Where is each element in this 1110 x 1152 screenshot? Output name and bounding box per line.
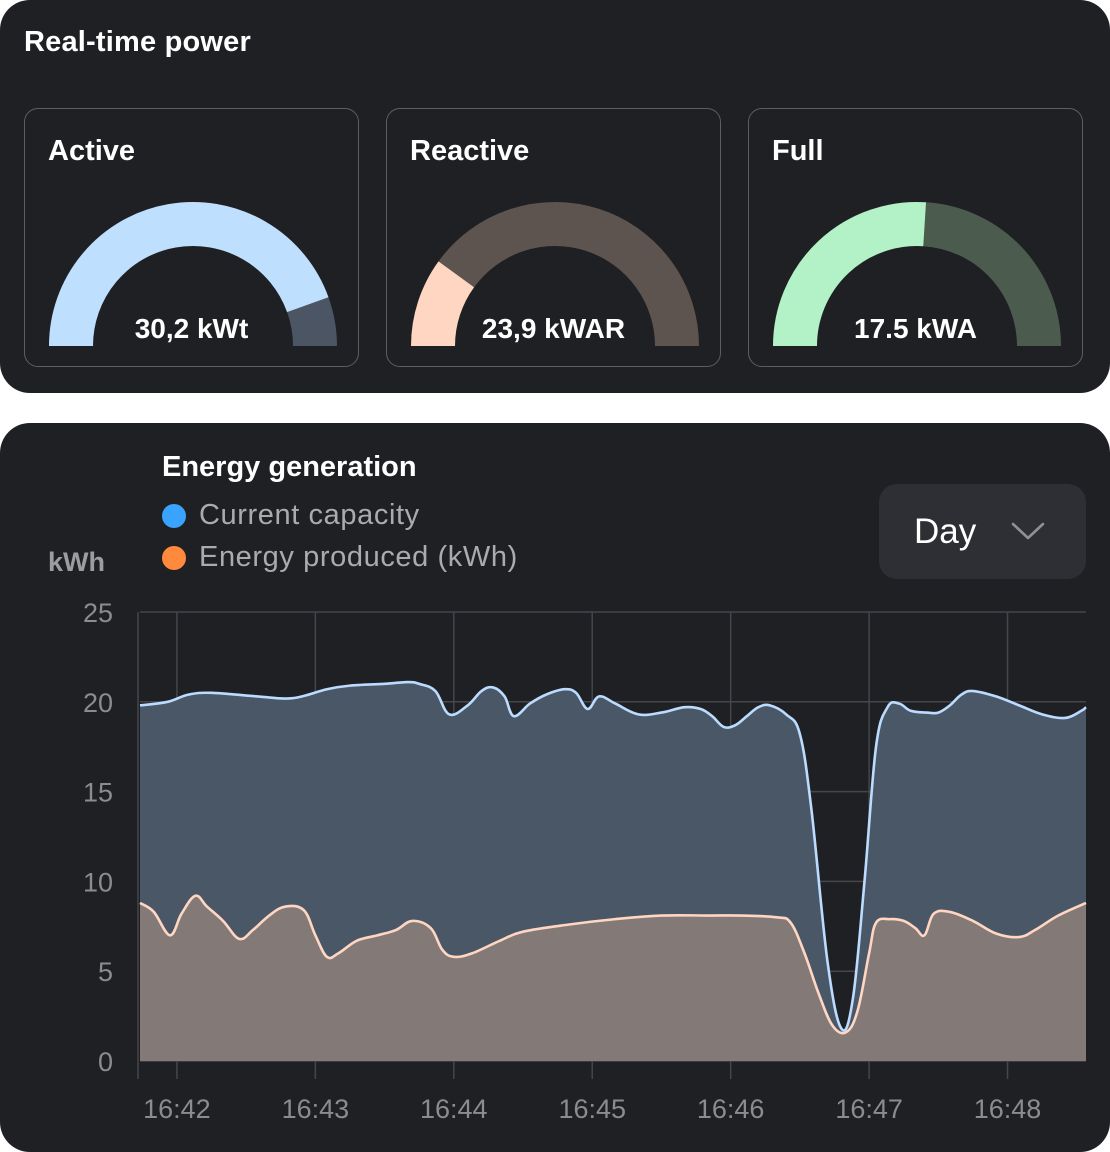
gauge-active <box>49 202 337 347</box>
gauge-value: 17.5 kWA <box>854 313 977 344</box>
gauge-title: Active <box>48 135 136 167</box>
gauge-card-reactive: Reactive 23,9 kWAR <box>386 108 721 367</box>
tick-labels: 0 5 10 15 20 25 16:42 16:43 16:44 16:45 16:46 16:47… <box>83 598 1041 1124</box>
series-energy-produced <box>139 894 1087 1061</box>
y-tick-label: 0 <box>98 1047 113 1077</box>
gauge-fill <box>411 261 475 347</box>
gauge-track <box>438 202 699 347</box>
x-tick-label: 16:48 <box>974 1094 1042 1124</box>
x-tick-label: 16:44 <box>420 1094 488 1124</box>
gauge-track <box>286 297 337 347</box>
gauge-track <box>922 202 1061 347</box>
gauge-value: 30,2 kWt <box>134 313 249 344</box>
period-select[interactable]: Day <box>879 484 1086 579</box>
energy-generation-panel: 0 5 10 15 20 25 16:42 16:43 16:44 16:45 16:46 16:47… <box>0 423 1110 1152</box>
y-tick-label: 25 <box>83 598 113 628</box>
y-tick-label: 15 <box>83 778 113 808</box>
chart-title: Energy generation <box>162 451 417 483</box>
gauge-title: Reactive <box>410 135 530 167</box>
gauge-card-active: Active 30,2 kWt <box>24 108 359 367</box>
x-tick-label: 16:47 <box>835 1094 903 1124</box>
x-tick-label: 16:42 <box>143 1094 211 1124</box>
x-tick-label: 16:43 <box>282 1094 350 1124</box>
panel-title: Real-time power <box>24 26 251 58</box>
gauge-reactive <box>411 202 699 347</box>
legend-item-current-capacity: Current capacity <box>162 499 420 532</box>
legend-label: Current capacity <box>199 499 420 531</box>
legend-item-energy-produced: Energy produced (kWh) <box>162 541 518 574</box>
energy-chart: 0 5 10 15 20 25 16:42 16:43 16:44 16:45 16:46 16:47… <box>83 598 1087 1124</box>
series-line <box>139 894 1087 1035</box>
period-select-value: Day <box>914 511 977 551</box>
x-tick-label: 16:45 <box>558 1094 626 1124</box>
y-axis-unit: kWh <box>48 547 105 577</box>
gauge-value: 23,9 kWAR <box>481 313 626 344</box>
series-line <box>139 680 1087 1032</box>
gauge-card-full: Full 17.5 kWA <box>748 108 1083 367</box>
real-time-power-panel: Real-time power Active 30,2 kWt Reactive… <box>0 0 1110 393</box>
x-tick-label: 16:46 <box>697 1094 765 1124</box>
gauge-fill <box>773 202 927 347</box>
legend-dot <box>162 545 186 570</box>
y-tick-label: 5 <box>98 957 113 987</box>
y-tick-label: 20 <box>83 688 113 718</box>
gauge-fill <box>49 202 329 347</box>
gauge-full <box>773 202 1061 347</box>
legend-dot <box>162 503 186 528</box>
series-area <box>140 895 1086 1061</box>
legend-label: Energy produced (kWh) <box>199 541 518 573</box>
chevron-down-icon <box>1011 522 1045 540</box>
y-tick-label: 10 <box>83 867 113 897</box>
gauge-title: Full <box>772 135 824 167</box>
